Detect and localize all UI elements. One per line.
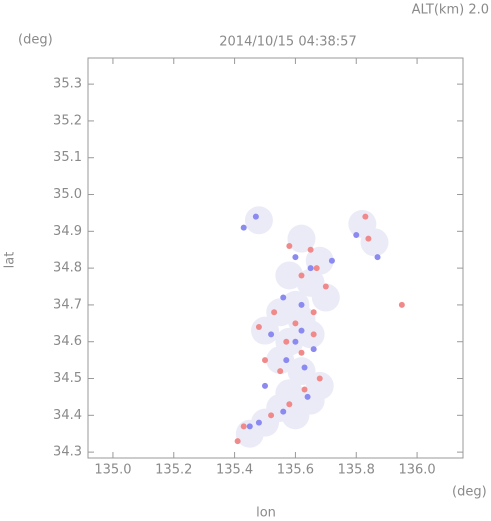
point [240,224,247,231]
y-tick-label: 35.0 [53,187,82,202]
point [281,401,310,430]
point [262,382,269,389]
point [353,232,360,239]
y-tick-label: 34.3 [53,445,82,460]
y-tick-label: 35.2 [53,113,82,128]
y-tick-label: 34.8 [53,261,82,276]
point [268,331,275,338]
point [277,368,284,375]
point [298,327,305,334]
point [275,261,304,290]
y-tick-label: 34.5 [53,371,82,386]
point [255,323,262,330]
point [365,235,372,242]
point [286,243,293,250]
point [268,412,275,419]
point [301,386,308,393]
point [252,213,259,220]
point [322,283,329,290]
point [311,283,340,312]
point [313,265,320,272]
y-unit: (deg) [18,33,53,48]
x-tick-label: 135.4 [216,463,253,478]
y-tick-label: 35.3 [53,77,82,92]
point [246,423,253,430]
point [374,254,381,261]
x-axis-label: lon [256,506,276,521]
subtitle: ALT(km) 2.0 [412,3,489,18]
point [328,257,335,264]
point [287,224,316,253]
y-axis-label: lat [3,252,18,269]
point [292,338,299,345]
point [280,408,287,415]
point [310,309,317,316]
point [307,265,314,272]
point [283,338,290,345]
point [244,206,273,235]
point [281,290,310,319]
point [234,438,241,445]
point [251,316,280,345]
point [298,272,305,279]
point [304,393,311,400]
y-tick-label: 34.6 [53,334,82,349]
point [283,357,290,364]
point [360,228,389,257]
point [296,320,325,349]
y-tick-label: 34.7 [53,297,82,312]
x-tick-label: 136.0 [398,463,435,478]
y-tick-label: 35.1 [53,150,82,165]
point [292,320,299,327]
point [286,401,293,408]
x-tick-label: 135.2 [155,463,192,478]
point [262,357,269,364]
point [398,301,405,308]
x-tick-label: 135.6 [277,463,314,478]
x-tick-label: 135.0 [94,463,131,478]
y-tick-label: 34.4 [53,408,82,423]
point [292,254,299,261]
point [240,423,247,430]
chart-title: 2014/10/15 04:38:57 [219,35,356,50]
point [310,346,317,353]
point [280,294,287,301]
plot-frame [87,57,464,459]
point [271,309,278,316]
point [255,419,262,426]
point [298,349,305,356]
point [310,331,317,338]
x-unit: (deg) [452,485,487,500]
point [298,301,305,308]
point [266,346,295,375]
point [307,246,314,253]
point [301,364,308,371]
point [316,375,323,382]
y-tick-label: 34.9 [53,224,82,239]
point [362,213,369,220]
x-tick-label: 135.8 [338,463,375,478]
